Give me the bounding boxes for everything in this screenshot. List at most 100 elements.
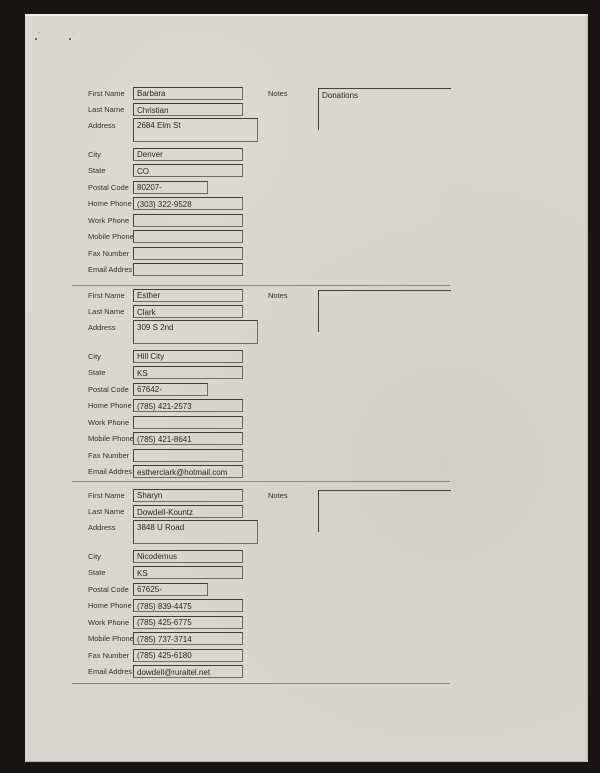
postal-code-label: Postal Code [88,182,129,192]
field-row: Last Name Clark [88,304,586,321]
last-name-value: Christian [133,103,243,117]
address-value: 2684 Elm St [133,118,258,142]
state-value: KS [133,566,243,580]
record-divider [72,481,450,482]
contact-record: First Name Sharyn Last Name Dowdell-Koun… [25,487,586,680]
field-row: Email Addres [88,262,586,279]
work-phone-label: Work Phone [88,417,130,427]
home-phone-value: (785) 421-2573 [133,399,243,413]
fax-number-value: (785) 425-6180 [133,648,243,662]
notes-value: Donations [318,88,451,130]
last-name-label: Last Name [88,307,125,317]
field-row: First Name Barbara [88,85,586,102]
last-name-value: Dowdell-Kountz [133,505,243,519]
field-row: State KS [88,565,586,582]
first-name-value: Esther [133,288,243,302]
fax-number-label: Fax Number [88,450,130,460]
field-row: State CO [88,163,586,180]
ink-speck [39,32,40,33]
ink-speck [35,38,37,40]
first-name-value: Sharyn [133,488,243,502]
state-label: State [88,166,106,176]
work-phone-value: (785) 425-6775 [133,615,243,629]
field-row: Fax Number [88,245,586,262]
postal-code-label: Postal Code [88,384,129,394]
work-phone-value [133,415,243,429]
email-value [133,263,243,277]
notes-label: Notes [268,491,288,500]
scanned-page: First Name Barbara Last Name Christian A… [25,14,588,762]
field-row: Postal Code 67642- [88,381,586,398]
field-row: City Nicodemus [88,548,586,565]
ink-speck [73,33,74,34]
field-row: Mobile Phone [88,229,586,246]
field-row: Fax Number (785) 425-6180 [88,647,586,664]
field-row: Home Phone (303) 322-9528 [88,196,586,213]
state-value: KS [133,366,243,380]
mobile-phone-value: (785) 737-3714 [133,632,243,646]
ink-speck [69,38,71,40]
record-divider [72,285,450,286]
home-phone-value: (303) 322-9528 [133,197,243,211]
field-row: Last Name Christian [88,102,586,119]
city-value: Hill City [133,349,243,363]
email-label: Email Addres [88,667,133,677]
address-value: 309 S 2nd [133,320,258,344]
field-rows: First Name Barbara Last Name Christian A… [88,85,586,278]
field-row: Mobile Phone (785) 737-3714 [88,631,586,648]
email-value: dowdell@ruraltel.net [133,665,243,679]
city-value: Denver [133,147,243,161]
notes-label: Notes [268,291,288,300]
postal-code-value: 80207- [133,180,208,194]
postal-code-value: 67625- [133,582,208,596]
last-name-label: Last Name [88,507,125,517]
address-label: Address [88,121,116,130]
address-value: 3848 U Road [133,520,258,544]
state-label: State [88,368,106,378]
field-row: Work Phone [88,414,586,431]
fax-number-label: Fax Number [88,650,130,660]
field-row: Mobile Phone (785) 421-8641 [88,431,586,448]
address-label: Address [88,523,116,532]
field-row: Last Name Dowdell-Kountz [88,504,586,521]
notes-value [318,290,451,332]
notes-value [318,490,451,532]
field-row: City Denver [88,146,586,163]
email-value: estherclark@hotmail.com [133,465,243,479]
mobile-phone-label: Mobile Phone [88,434,134,444]
field-row: Home Phone (785) 421-2573 [88,398,586,415]
field-row: Work Phone (785) 425-6775 [88,614,586,631]
home-phone-value: (785) 839-4475 [133,599,243,613]
field-row: Address 309 S 2nd [88,320,586,348]
contact-record: First Name Barbara Last Name Christian A… [25,85,586,278]
city-value: Nicodemus [133,549,243,563]
home-phone-label: Home Phone [88,199,132,209]
mobile-phone-label: Mobile Phone [88,634,134,644]
field-row: Address 3848 U Road [88,520,586,548]
home-phone-label: Home Phone [88,601,132,611]
address-label: Address [88,323,116,332]
state-label: State [88,568,106,578]
first-name-value: Barbara [133,86,243,100]
field-row: Work Phone [88,212,586,229]
first-name-label: First Name [88,490,125,500]
field-row: Email Addres dowdell@ruraltel.net [88,664,586,681]
field-row: Address 2684 Elm St [88,118,586,146]
field-row: Fax Number [88,447,586,464]
field-row: State KS [88,365,586,382]
field-row: Email Addres estherclark@hotmail.com [88,464,586,481]
city-label: City [88,551,101,561]
home-phone-label: Home Phone [88,401,132,411]
mobile-phone-value: (785) 421-8641 [133,432,243,446]
city-label: City [88,149,101,159]
field-row: Postal Code 67625- [88,581,586,598]
field-row: City Hill City [88,348,586,365]
city-label: City [88,351,101,361]
first-name-label: First Name [88,290,125,300]
field-row: Home Phone (785) 839-4475 [88,598,586,615]
fax-number-label: Fax Number [88,248,130,258]
last-name-value: Clark [133,305,243,319]
contact-record: First Name Esther Last Name Clark Addres… [25,287,586,480]
state-value: CO [133,164,243,178]
